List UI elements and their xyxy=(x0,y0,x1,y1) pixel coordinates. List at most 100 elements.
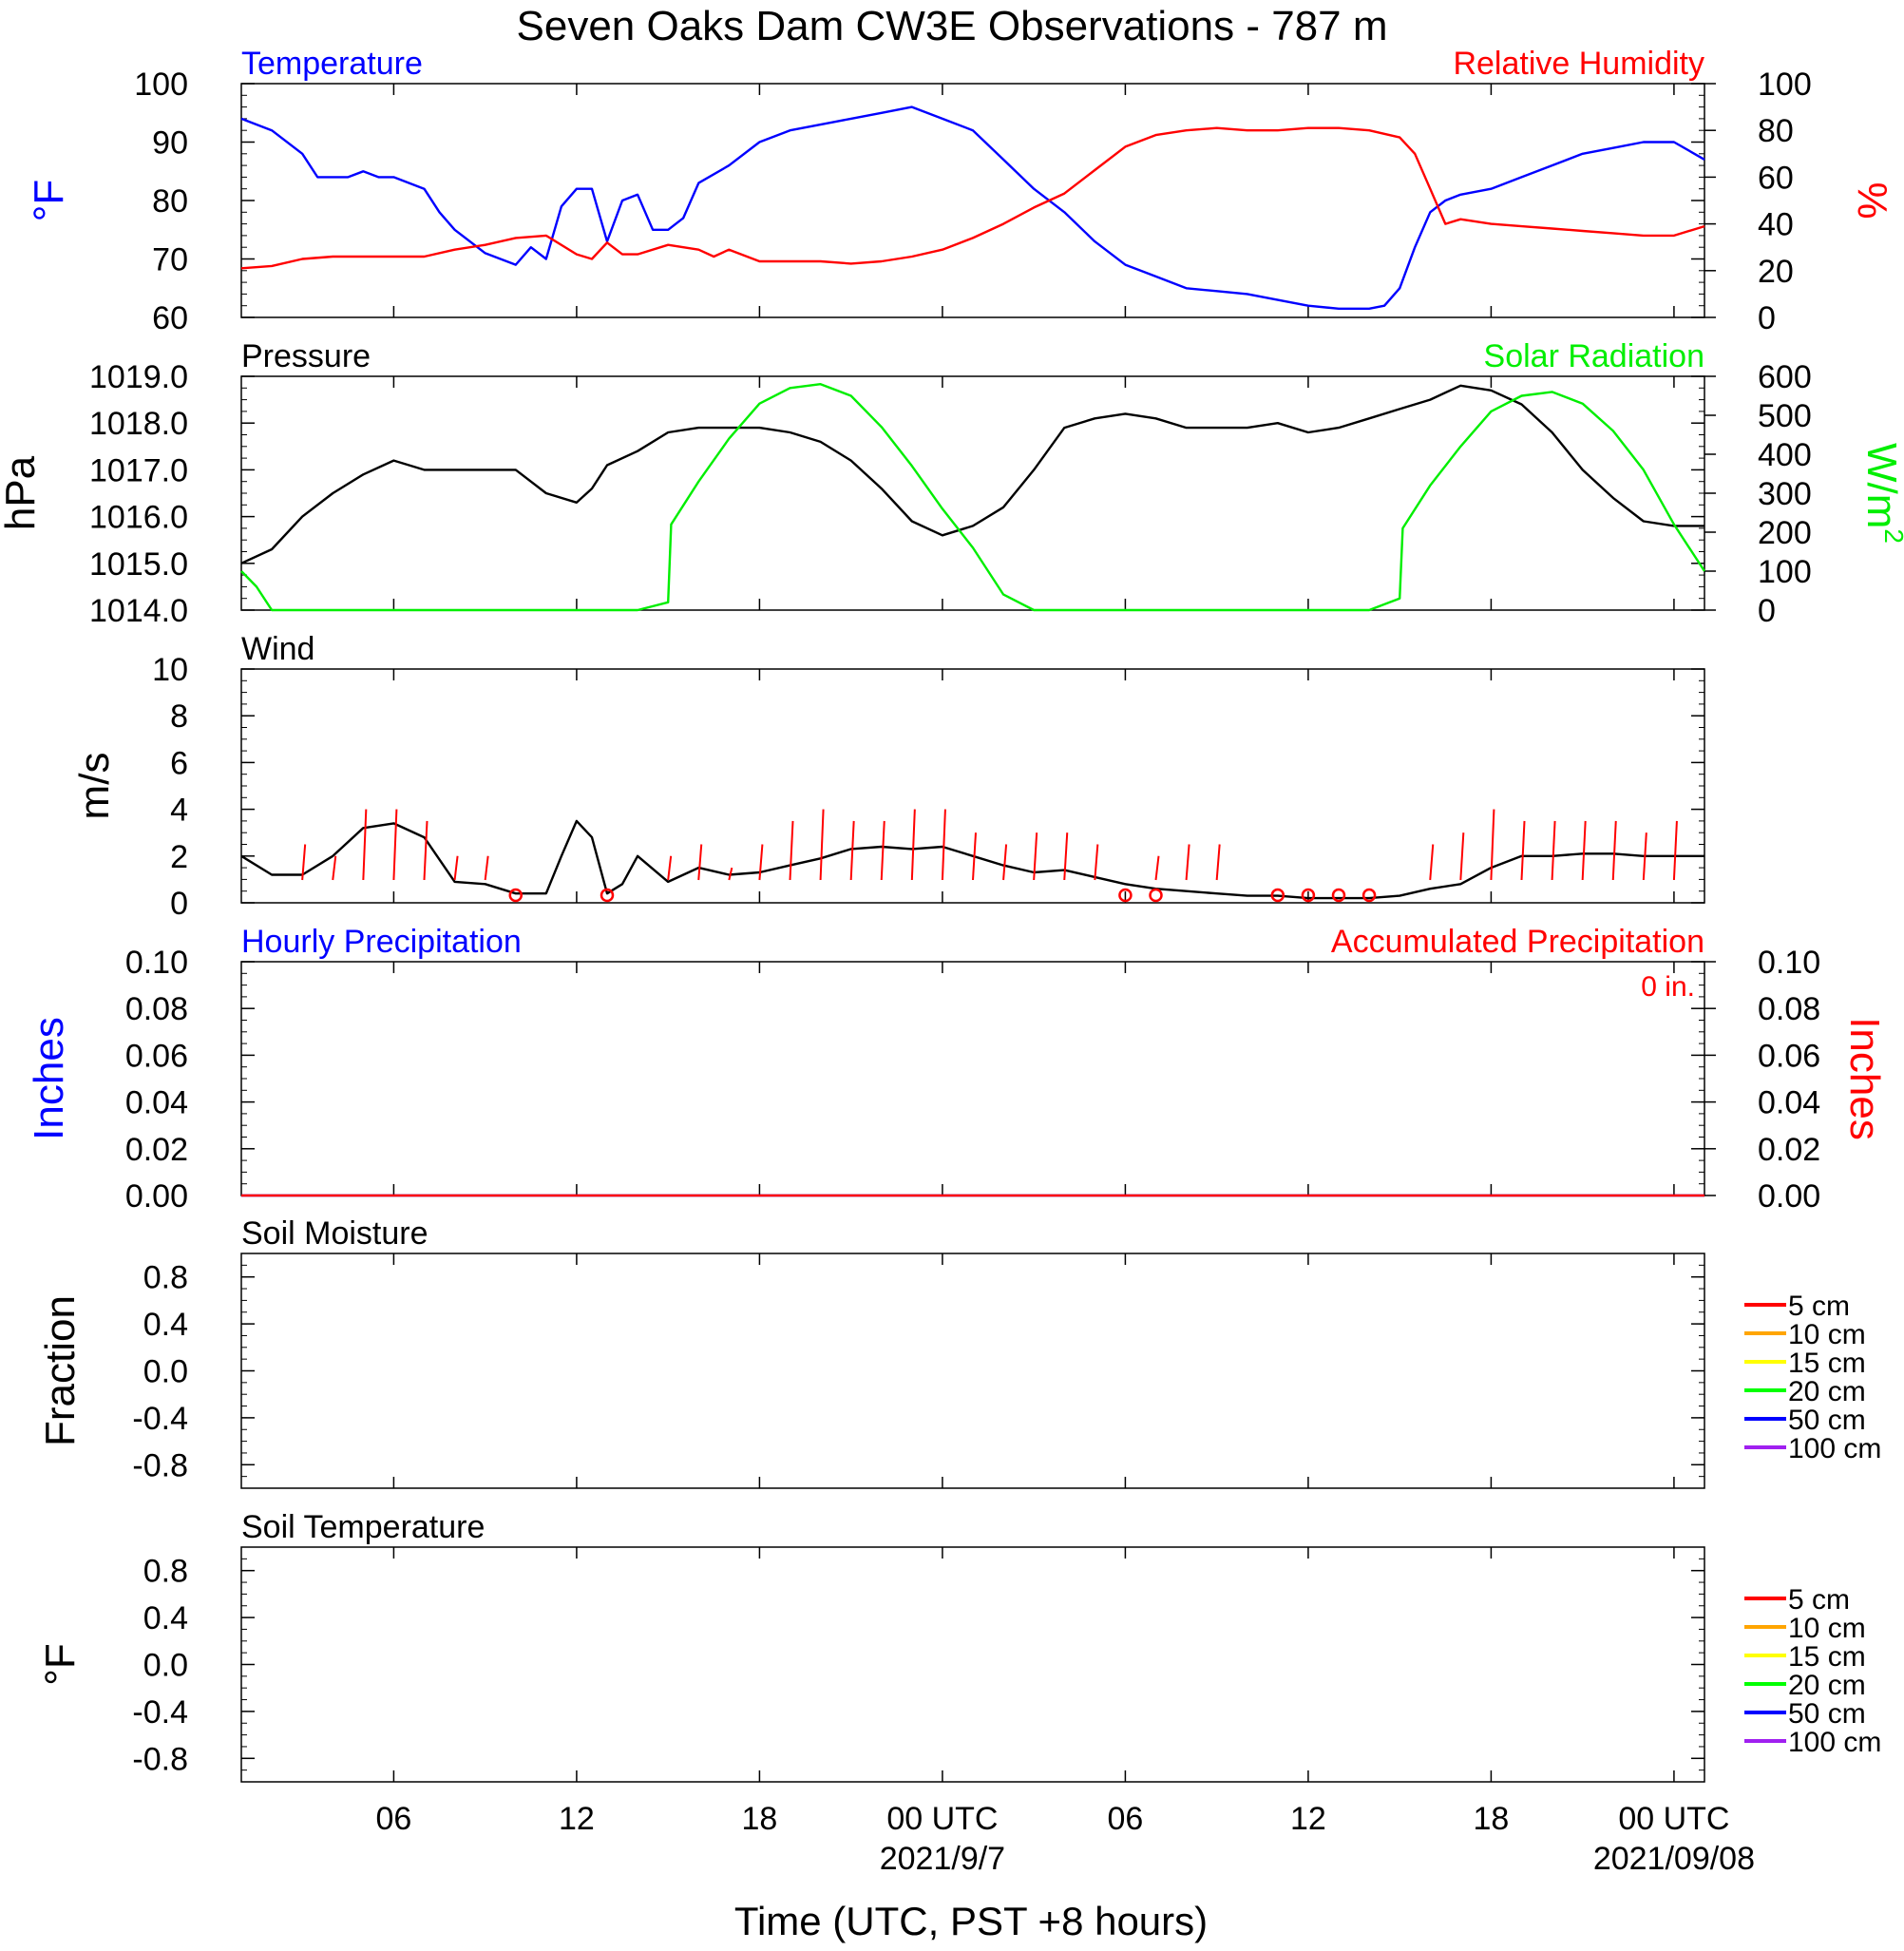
right-axis-unit: W/m2 xyxy=(1858,443,1904,544)
wind-barb xyxy=(484,855,489,881)
wind-barb xyxy=(697,844,703,881)
wind-barb xyxy=(941,809,946,881)
calm-wind-marker xyxy=(600,888,615,903)
calm-wind-marker xyxy=(1118,888,1133,903)
wind-barb xyxy=(728,867,733,881)
right-tick-label: 200 xyxy=(1758,515,1812,551)
right-tick-label: 20 xyxy=(1758,254,1794,290)
series-line-wind xyxy=(240,819,1704,900)
left-tick-label: 1014.0 xyxy=(89,593,188,629)
left-tick-label: 0.02 xyxy=(125,1132,188,1168)
left-axis-unit: Inches xyxy=(26,1017,72,1140)
wind-barb xyxy=(1672,820,1678,881)
series-line-pressure xyxy=(240,384,1704,564)
left-tick-label: 100 xyxy=(134,67,188,103)
left-tick-label: -0.8 xyxy=(132,1447,188,1483)
calm-wind-marker xyxy=(1361,888,1377,903)
right-tick-label: 300 xyxy=(1758,476,1812,512)
left-tick-label: 0.0 xyxy=(143,1354,188,1390)
panel-label-left: Wind xyxy=(241,631,314,667)
right-tick-label: 100 xyxy=(1758,67,1812,103)
accumulated-total: 0 in. xyxy=(1641,971,1695,1003)
legend-label: 5 cm xyxy=(1788,1584,1850,1616)
legend-label: 50 cm xyxy=(1788,1698,1866,1730)
left-tick-label: 6 xyxy=(170,745,188,781)
calm-wind-marker xyxy=(1331,888,1346,903)
left-tick-label: 0 xyxy=(170,886,188,922)
wind-barb xyxy=(667,855,673,881)
legend-label: 100 cm xyxy=(1788,1727,1881,1758)
legend-label: 15 cm xyxy=(1788,1641,1866,1673)
panel-label-left: Soil Moisture xyxy=(241,1215,428,1252)
calm-wind-marker xyxy=(1301,888,1316,903)
wind-barb xyxy=(1459,832,1465,881)
left-tick-label: 1019.0 xyxy=(89,359,188,395)
left-tick-label: 8 xyxy=(170,698,188,735)
calm-wind-marker xyxy=(508,888,523,903)
left-tick-label: 70 xyxy=(152,242,188,278)
wind-barb xyxy=(1033,832,1038,881)
left-tick-label: 0.0 xyxy=(143,1648,188,1684)
x-axis: 06 12 18 00 UTC 06 12 18 00 UTC 2021/9/7 2021/09/… xyxy=(376,1801,1755,1877)
wind-barb xyxy=(1002,844,1008,881)
left-axis-unit: m/s xyxy=(71,753,118,820)
series-line-temperature xyxy=(240,105,1705,310)
legend-label: 10 cm xyxy=(1788,1613,1866,1644)
x-tick-label: 18 xyxy=(742,1801,778,1837)
calm-wind-marker xyxy=(1270,888,1285,903)
wind-barb xyxy=(301,844,307,881)
wind-barb xyxy=(1429,844,1435,881)
left-tick-label: 0.4 xyxy=(143,1307,188,1343)
panel-soil-moisture: 0.8 0.4 0.0 -0.4 -0.8 Soil Moisture Fraction 5 … xyxy=(37,1215,1881,1489)
x-date-label: 2021/09/08 xyxy=(1593,1841,1755,1877)
panel-label-left: Hourly Precipitation xyxy=(241,924,522,960)
calm-wind-marker xyxy=(1149,888,1163,903)
wind-barb xyxy=(362,809,368,881)
left-tick-label: -0.4 xyxy=(132,1401,188,1437)
x-tick-label: 00 UTC xyxy=(886,1801,998,1837)
left-tick-label: 0.08 xyxy=(125,991,188,1027)
right-tick-label: 80 xyxy=(1758,113,1794,149)
left-tick-label: -0.4 xyxy=(132,1694,188,1731)
left-tick-label: 1018.0 xyxy=(89,406,188,442)
left-tick-label: 2 xyxy=(170,839,188,875)
legend-label: 100 cm xyxy=(1788,1433,1881,1464)
left-tick-label: 0.10 xyxy=(125,945,188,981)
left-tick-label: 0.06 xyxy=(125,1038,188,1074)
wind-barb xyxy=(1215,844,1221,881)
x-date-label: 2021/9/7 xyxy=(880,1841,1005,1877)
series-line-solar-radiation xyxy=(240,383,1706,612)
wind-barb xyxy=(1094,844,1099,881)
wind-barb xyxy=(423,820,428,881)
wind-barb xyxy=(910,809,916,881)
right-tick-label: 0.06 xyxy=(1758,1038,1820,1074)
wind-barb xyxy=(1642,832,1647,881)
left-tick-label: 4 xyxy=(170,793,188,829)
left-axis-unit: Fraction xyxy=(37,1295,84,1446)
wind-barb xyxy=(1520,820,1526,881)
wind-barb xyxy=(972,832,977,881)
x-tick-label: 18 xyxy=(1474,1801,1510,1837)
legend-label: 15 cm xyxy=(1788,1348,1866,1379)
wind-barb xyxy=(1581,820,1587,881)
right-tick-label: 500 xyxy=(1758,398,1812,434)
legend-label: 5 cm xyxy=(1788,1291,1850,1322)
wind-barb xyxy=(1154,855,1160,881)
left-tick-label: -0.8 xyxy=(132,1741,188,1777)
left-axis-unit: °F xyxy=(37,1643,84,1685)
wind-barb xyxy=(819,809,825,881)
wind-barb xyxy=(789,820,794,881)
panel-label-right: Relative Humidity xyxy=(1453,46,1704,82)
left-tick-label: 1017.0 xyxy=(89,452,188,488)
panel-label-left: Pressure xyxy=(241,338,371,374)
wind-barb xyxy=(1551,820,1556,881)
x-tick-label: 12 xyxy=(559,1801,595,1837)
wind-barb xyxy=(392,809,398,881)
left-tick-label: 0.04 xyxy=(125,1085,188,1121)
left-tick-label: 10 xyxy=(152,652,188,688)
wind-barb xyxy=(758,844,764,881)
left-tick-label: 0.00 xyxy=(125,1178,188,1215)
x-tick-label: 06 xyxy=(376,1801,412,1837)
